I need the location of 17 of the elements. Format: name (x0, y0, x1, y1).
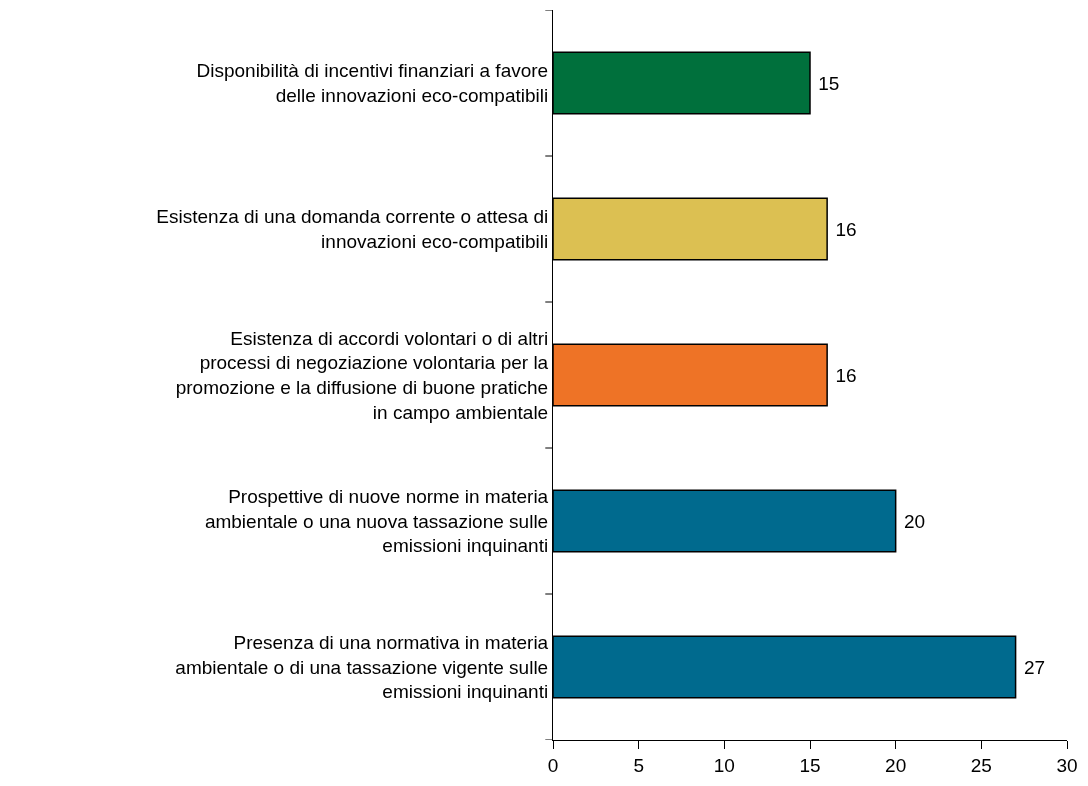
x-tick-label: 15 (799, 754, 821, 776)
data-label: 16 (830, 218, 857, 240)
data-label: 27 (1018, 656, 1046, 678)
x-tick-label: 10 (713, 754, 735, 776)
y-tick-label: Esistenza di una domanda corrente o attesa di innovazioni eco-compatibili (156, 206, 549, 252)
y-tick-label: Esistenza di accordi volontari o di altri processi di negoziazione volontaria per la promozione e la diffusione di buone pratiche in campo ambientale (175, 327, 549, 423)
x-tick-label: 5 (633, 754, 644, 776)
x-tick-label: 20 (885, 754, 907, 776)
y-tick-label: Presenza di una normativa in materia ambientale o di una tassazione vigente sulle emissioni inquinanti (175, 631, 549, 703)
data-label: 15 (813, 72, 840, 94)
data-label: 16 (830, 364, 857, 386)
x-tick-label: 0 (547, 754, 559, 776)
y-tick-label: Prospettive di nuove norme in materia ambientale o una nuova tassazione sulle emissioni inquinanti (204, 485, 549, 557)
x-tick-label: 30 (1056, 754, 1078, 776)
x-tick-label: 25 (970, 754, 992, 776)
data-label: 20 (898, 510, 926, 532)
y-tick-label: Disponibilità di incentivi finanziari a favore delle innovazioni eco-compatibili (196, 60, 549, 106)
